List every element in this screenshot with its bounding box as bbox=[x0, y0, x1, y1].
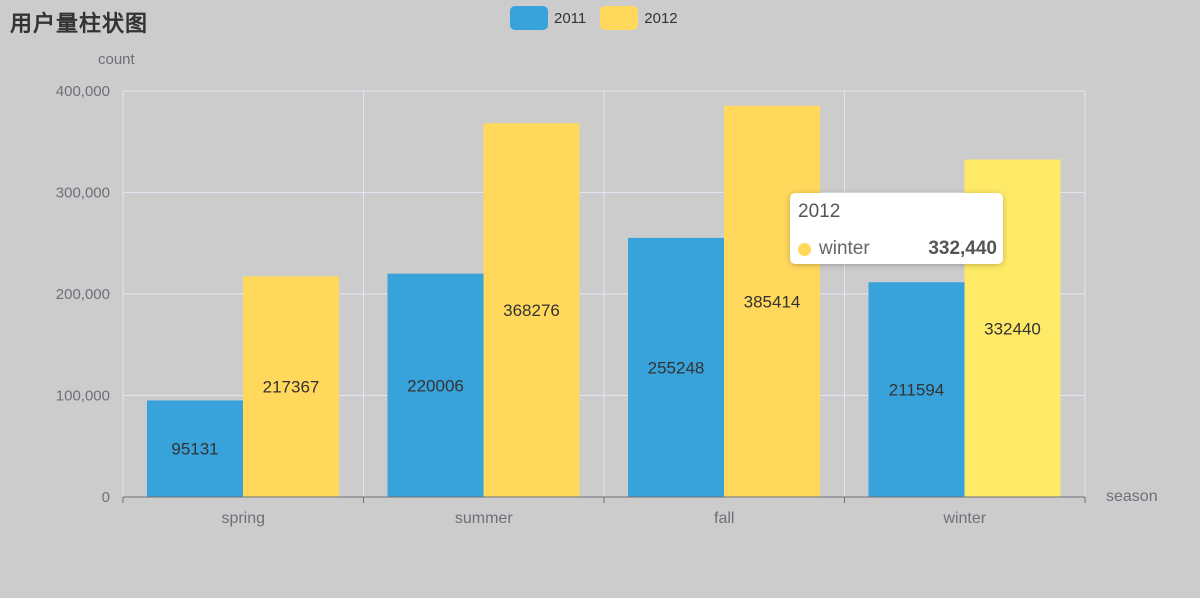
bar-2011-spring bbox=[147, 400, 243, 497]
bar-value-label: 217367 bbox=[263, 378, 320, 397]
bar-value-label: 220006 bbox=[407, 376, 464, 395]
tooltip-dot-icon bbox=[798, 242, 811, 256]
x-tick-label: spring bbox=[221, 510, 265, 527]
legend-label-2012: 2012 bbox=[644, 9, 678, 27]
y-tick-label: 400,000 bbox=[56, 83, 110, 100]
x-tick-label: fall bbox=[714, 510, 734, 527]
bar-value-label: 368276 bbox=[503, 301, 560, 320]
bar-2012-spring bbox=[243, 276, 339, 497]
bar-2011-fall bbox=[628, 237, 724, 497]
bar-2011-winter bbox=[868, 282, 965, 497]
legend-item-2011[interactable]: 2011 bbox=[510, 6, 586, 30]
y-tick-label: 100,000 bbox=[56, 388, 110, 405]
tooltip-title: 2012 bbox=[798, 201, 841, 222]
y-tick-label: 0 bbox=[102, 489, 110, 506]
x-tick-label: summer bbox=[455, 510, 513, 527]
bar-2012-fall bbox=[724, 105, 820, 498]
y-tick-label: 300,000 bbox=[56, 185, 110, 202]
bar-2012-summer bbox=[483, 123, 580, 497]
bar-2011-summer bbox=[387, 273, 484, 497]
y-axis-label: count bbox=[98, 51, 136, 68]
bar-value-label: 211594 bbox=[889, 381, 944, 400]
legend-swatch-2011 bbox=[510, 6, 548, 30]
bar-value-label: 255248 bbox=[648, 358, 705, 377]
chart-title: 用户量柱状图 bbox=[10, 12, 149, 37]
y-tick-label: 200,000 bbox=[56, 286, 110, 303]
bar-value-label: 95131 bbox=[171, 440, 218, 459]
bar-value-label: 385414 bbox=[744, 292, 801, 311]
legend: 2011 2012 bbox=[510, 6, 678, 30]
x-axis-label: season bbox=[1106, 488, 1158, 505]
tooltip: 2012 winter 332,440 bbox=[790, 193, 1003, 264]
tooltip-row: winter 332,440 bbox=[798, 238, 997, 260]
legend-label-2011: 2011 bbox=[554, 9, 587, 27]
legend-swatch-2012 bbox=[600, 6, 639, 30]
tooltip-label: winter bbox=[819, 238, 870, 259]
legend-item-2012[interactable]: 2012 bbox=[600, 6, 678, 30]
x-tick-label: winter bbox=[942, 510, 986, 527]
tooltip-value: 332,440 bbox=[928, 238, 997, 259]
bar-value-label: 332440 bbox=[984, 319, 1041, 338]
